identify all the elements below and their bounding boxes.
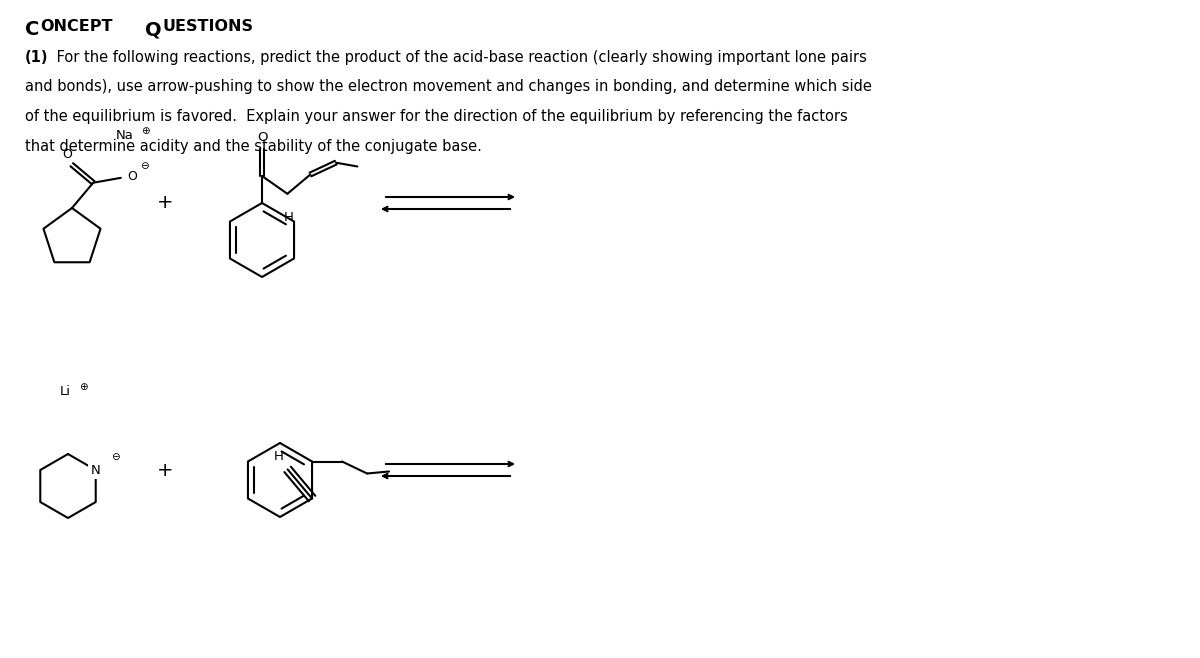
Text: C: C (25, 20, 40, 39)
Text: Q: Q (145, 20, 162, 39)
Text: UESTIONS: UESTIONS (162, 19, 253, 34)
Text: +: + (157, 461, 173, 480)
Text: O: O (62, 148, 72, 161)
Text: (1): (1) (25, 50, 48, 65)
Text: H: H (274, 450, 283, 463)
Text: O: O (257, 131, 268, 144)
Text: and bonds), use arrow-pushing to show the electron movement and changes in bondi: and bonds), use arrow-pushing to show th… (25, 80, 872, 95)
Text: ⊖: ⊖ (139, 161, 149, 171)
Text: of the equilibrium is favored.  Explain your answer for the direction of the equ: of the equilibrium is favored. Explain y… (25, 109, 847, 124)
Text: ⊖: ⊖ (110, 452, 120, 462)
Text: Na: Na (115, 129, 133, 142)
Text: H: H (283, 211, 293, 224)
Text: ONCEPT: ONCEPT (40, 19, 113, 34)
Text: N: N (91, 463, 101, 476)
Text: O: O (127, 170, 137, 184)
Text: Li: Li (60, 385, 71, 398)
Text: +: + (157, 193, 173, 213)
Text: that determine acidity and the stability of the conjugate base.: that determine acidity and the stability… (25, 138, 482, 153)
Text: ⊕: ⊕ (140, 126, 150, 136)
Text: ⊕: ⊕ (79, 382, 88, 392)
Text: For the following reactions, predict the product of the acid-base reaction (clea: For the following reactions, predict the… (52, 50, 866, 65)
